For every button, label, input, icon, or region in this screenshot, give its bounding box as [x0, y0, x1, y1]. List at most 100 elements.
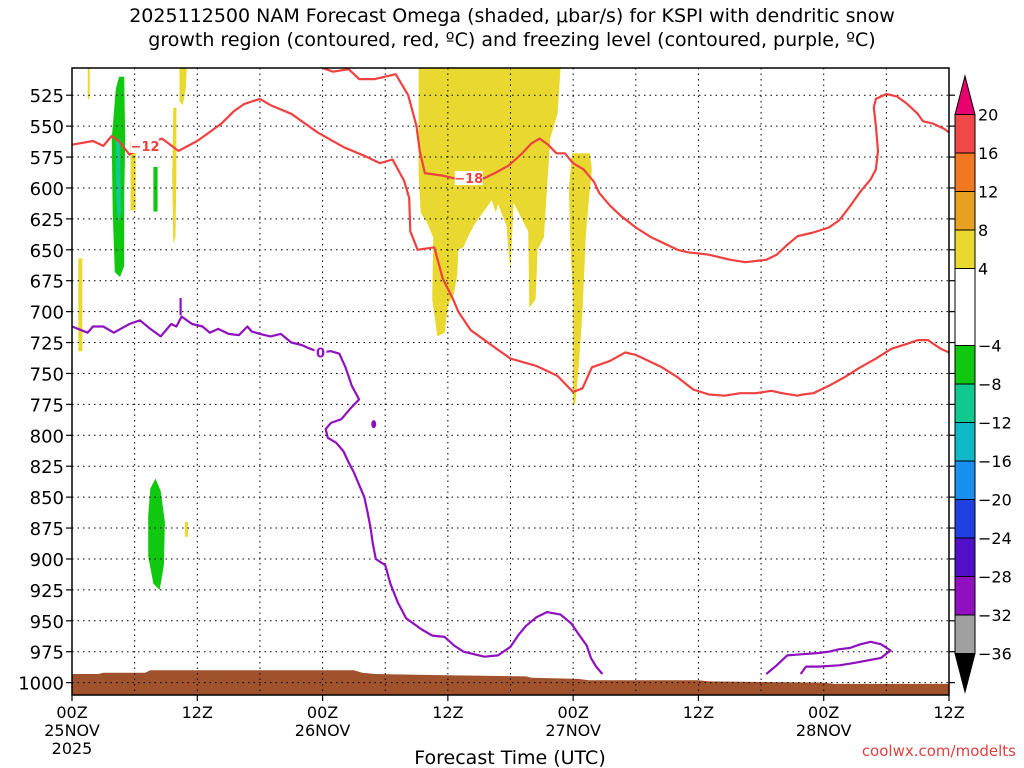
y-axis-ticks: 525 550 575 600 625 650 675 700 725 750 775 800 825 8… [18, 86, 955, 695]
chart-title-line2: growth region (contoured, red, ºC) and f… [148, 29, 876, 51]
terrain-ground [72, 670, 949, 695]
y-tick-label-925: 925 [30, 581, 64, 602]
colorbar-bin-12 [954, 576, 976, 616]
contour-mark-0 [371, 420, 377, 429]
omega-region-10 [153, 166, 158, 212]
y-tick-label-700: 700 [30, 303, 64, 324]
y-tick-label-550: 550 [30, 117, 64, 138]
y-tick-label-875: 875 [30, 519, 64, 540]
colorbar-label-9: −20 [978, 491, 1012, 510]
x-tick-label-2-1: 00Z [307, 703, 338, 722]
x-tick-label-0-2: 25NOV [44, 721, 100, 740]
y-tick-label-650: 650 [30, 241, 64, 262]
x-tick-label-6-1: 00Z [808, 703, 839, 722]
y-tick-label-825: 825 [30, 457, 64, 478]
chart-title-line1: 2025112500 NAM Forecast Omega (shaded, μ… [129, 5, 895, 27]
colorbar-legend: 20 16 12 8 4 −4 −8 −12 −16 −20 −24 −28 −32 −36 [954, 74, 1012, 694]
colorbar-bin-4 [954, 229, 976, 269]
x-tick-label-6-2: 28NOV [796, 721, 852, 740]
colorbar-label-13: −36 [978, 645, 1012, 664]
y-tick-label-800: 800 [30, 426, 64, 447]
y-tick-label-975: 975 [30, 643, 64, 664]
colorbar-bin-9 [954, 460, 976, 500]
colorbar-bin-1 [954, 114, 976, 154]
colorbar-bin-5 [954, 268, 976, 346]
colorbar-label-7: −12 [978, 414, 1012, 433]
y-tick-label-725: 725 [30, 334, 64, 355]
omega-region-3 [130, 141, 136, 211]
x-tick-label-4-2: 27NOV [545, 721, 601, 740]
colorbar-label-10: −24 [978, 529, 1012, 548]
y-tick-label-525: 525 [30, 86, 64, 107]
y-tick-label-675: 675 [30, 272, 64, 293]
y-tick-label-600: 600 [30, 179, 64, 200]
colorbar-bin-7 [954, 383, 976, 423]
colorbar-label-11: −28 [978, 568, 1012, 587]
colorbar-label-12: −32 [978, 606, 1012, 625]
colorbar-bin-2 [954, 152, 976, 192]
x-axis-label: Forecast Time (UTC) [414, 747, 605, 768]
x-tick-label-2-2: 26NOV [295, 721, 351, 740]
plot-frame [71, 67, 950, 696]
x-tick-label-0-3: 2025 [52, 739, 93, 758]
contour-label-0: −12 [131, 140, 160, 155]
x-tick-label-0-1: 00Z [56, 703, 87, 722]
chart-title: 2025112500 NAM Forecast Omega (shaded, μ… [0, 4, 1024, 52]
x-tick-label-3-1: 12Z [432, 703, 463, 722]
y-tick-label-575: 575 [30, 148, 64, 169]
credit-text: coolwx.com/modelts [861, 742, 1016, 760]
dendritic-contour-1 [322, 68, 949, 264]
contour-labels: −12 −18 0 [131, 138, 483, 361]
y-tick-label-1000: 1000 [18, 674, 64, 695]
colorbar-label-1: 16 [978, 144, 998, 163]
omega-region-1 [179, 68, 187, 106]
y-tick-label-625: 625 [30, 210, 64, 231]
x-tick-label-4-1: 00Z [557, 703, 588, 722]
x-tick-label-1-1: 12Z [182, 703, 213, 722]
omega-shading [78, 68, 592, 590]
colorbar-label-5: −4 [978, 337, 1002, 356]
colorbar-label-3: 8 [978, 221, 988, 240]
colorbar-bin-10 [954, 499, 976, 539]
contour-label-2: 0 [316, 346, 325, 361]
colorbar-label-8: −16 [978, 452, 1012, 471]
omega-region-6 [418, 68, 561, 337]
contour-lines [72, 68, 949, 675]
colorbar-bin-8 [954, 422, 976, 462]
x-tick-label-5-1: 12Z [683, 703, 714, 722]
colorbar-bin-0 [954, 74, 976, 115]
omega-region-9 [115, 138, 122, 223]
y-tick-label-950: 950 [30, 612, 64, 633]
colorbar-label-2: 12 [978, 183, 998, 202]
colorbar-bin-13 [954, 614, 976, 654]
dendritic-contour-0 [72, 97, 949, 397]
colorbar-bin-11 [954, 537, 976, 577]
omega-region-7 [569, 153, 592, 405]
omega-region-0 [87, 68, 90, 99]
colorbar-label-0: 20 [978, 106, 998, 125]
contour-label-bg-1 [454, 171, 483, 186]
freezing-contour-2 [72, 315, 604, 675]
omega-region-2 [172, 107, 177, 244]
grid-lines [72, 68, 949, 695]
omega-region-4 [78, 258, 83, 352]
colorbar-bin-3 [954, 191, 976, 231]
omega-region-5 [184, 521, 188, 537]
colorbar-label-4: 4 [978, 260, 988, 279]
x-tick-label-7-1: 12Z [933, 703, 964, 722]
contour-label-bg-0 [131, 138, 160, 153]
colorbar-bin-6 [954, 345, 976, 385]
contour-label-1: −18 [454, 172, 483, 187]
contour-label-bg-2 [314, 345, 327, 360]
ground-area [72, 670, 949, 695]
y-tick-label-750: 750 [30, 364, 64, 385]
colorbar-bin-14 [954, 653, 976, 694]
freezing-contour-3 [765, 640, 892, 675]
y-tick-label-900: 900 [30, 550, 64, 571]
y-tick-label-775: 775 [30, 395, 64, 416]
omega-region-11 [148, 478, 165, 590]
axes [71, 67, 950, 696]
y-tick-label-850: 850 [30, 488, 64, 509]
